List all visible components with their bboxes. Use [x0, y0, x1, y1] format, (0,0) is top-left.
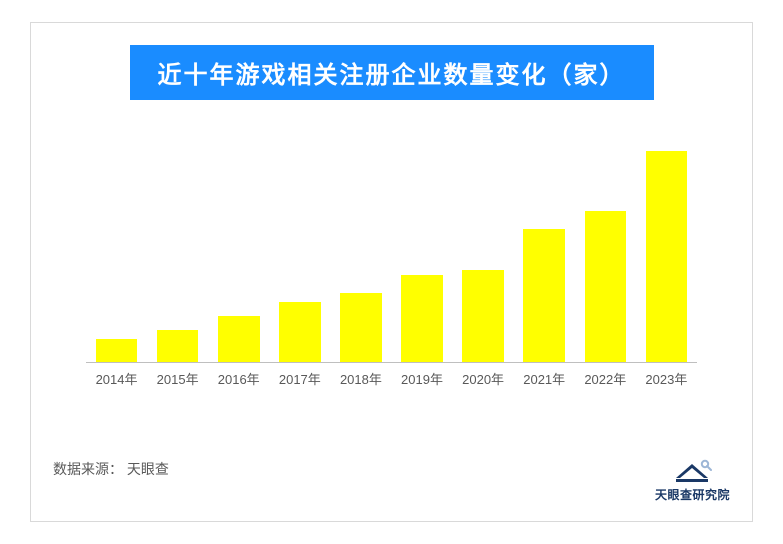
- bar: [585, 211, 627, 362]
- x-axis-label: 2021年: [514, 369, 575, 391]
- publisher-logo: 天眼查研究院: [655, 456, 730, 503]
- bar: [646, 151, 688, 362]
- bar-slot: [330, 133, 391, 362]
- x-axis-labels: 2014年2015年2016年2017年2018年2019年2020年2021年…: [86, 369, 697, 391]
- bar-slot: [575, 133, 636, 362]
- bar-slot: [636, 133, 697, 362]
- source-name: 天眼查: [127, 461, 169, 477]
- screenshot-root: 近十年游戏相关注册企业数量变化（家） 2014年2015年2016年2017年2…: [0, 0, 783, 544]
- logo-icon: [672, 456, 712, 484]
- chart-panel: 近十年游戏相关注册企业数量变化（家） 2014年2015年2016年2017年2…: [30, 22, 753, 522]
- bar-slot: [86, 133, 147, 362]
- bar: [157, 330, 199, 362]
- bar-slot: [391, 133, 452, 362]
- bar-slot: [453, 133, 514, 362]
- bar-plot: [86, 133, 697, 363]
- chart-title: 近十年游戏相关注册企业数量变化（家）: [130, 45, 654, 100]
- bar: [340, 293, 382, 362]
- bar-slot: [514, 133, 575, 362]
- x-axis-label: 2018年: [330, 369, 391, 391]
- x-axis-label: 2019年: [391, 369, 452, 391]
- x-axis-label: 2015年: [147, 369, 208, 391]
- x-axis-label: 2020年: [453, 369, 514, 391]
- bar: [279, 302, 321, 362]
- x-axis-label: 2023年: [636, 369, 697, 391]
- x-axis-label: 2017年: [269, 369, 330, 391]
- bar-slot: [269, 133, 330, 362]
- x-axis-label: 2022年: [575, 369, 636, 391]
- bar: [218, 316, 260, 362]
- source-label: 数据来源：: [53, 461, 123, 477]
- bar: [462, 270, 504, 362]
- bar: [401, 275, 443, 362]
- logo-text: 天眼查研究院: [655, 486, 730, 503]
- bar-slot: [147, 133, 208, 362]
- bar-slot: [208, 133, 269, 362]
- data-source: 数据来源： 天眼查: [53, 459, 169, 479]
- chart-area: 2014年2015年2016年2017年2018年2019年2020年2021年…: [86, 133, 697, 391]
- x-axis-label: 2014年: [86, 369, 147, 391]
- x-axis-label: 2016年: [208, 369, 269, 391]
- bar: [523, 229, 565, 362]
- bar: [96, 339, 138, 362]
